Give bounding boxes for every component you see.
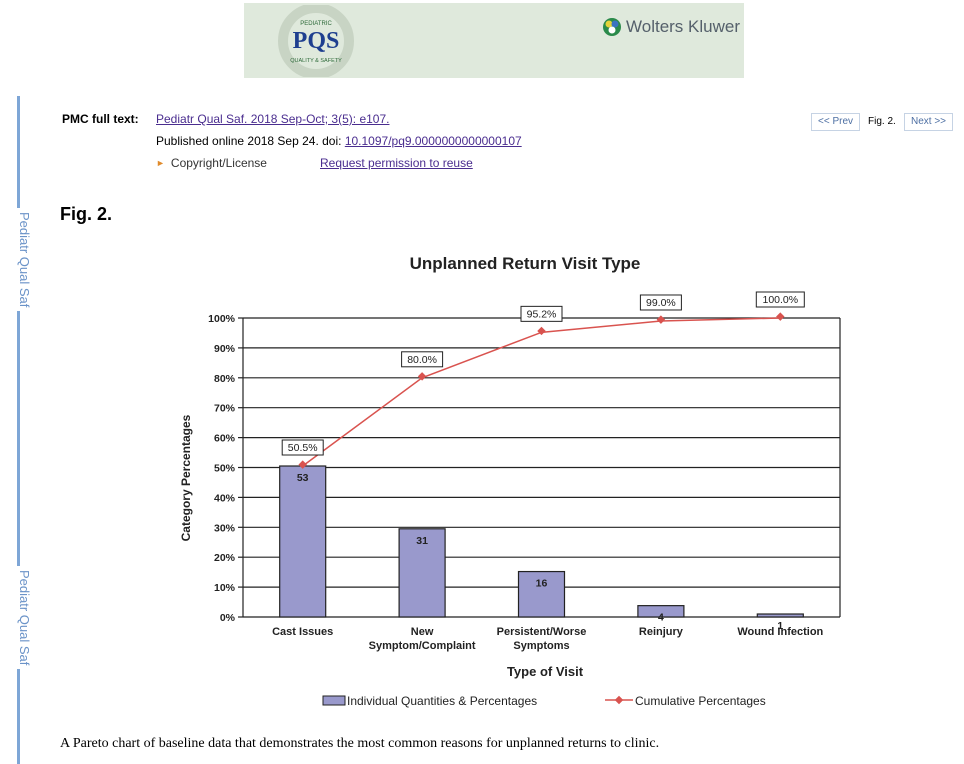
legend-bar-label: Individual Quantities & Percentages <box>347 694 537 708</box>
legend-line-label: Cumulative Percentages <box>635 694 766 708</box>
journal-side-label[interactable]: Pediatr Qual Saf <box>2 566 32 670</box>
bar <box>279 465 327 618</box>
request-permission-link[interactable]: Request permission to reuse <box>320 156 473 170</box>
bar <box>637 605 685 618</box>
y-tick-label: 30% <box>214 522 236 534</box>
cumulative-label: 95.2% <box>527 308 557 320</box>
cumulative-point <box>417 372 427 381</box>
svg-text:QUALITY & SAFETY: QUALITY & SAFETY <box>290 58 342 64</box>
legend-bar-swatch <box>322 695 346 706</box>
y-tick-label: 10% <box>214 582 236 594</box>
pqs-logo: PEDIATRIC PQS QUALITY & SAFETY <box>278 5 354 77</box>
journal-banner[interactable]: PEDIATRIC PQS QUALITY & SAFETY Wolters K… <box>244 3 744 78</box>
cumulative-label-box <box>520 305 563 322</box>
y-tick-label: 70% <box>214 403 236 415</box>
legend-line-marker <box>614 695 624 705</box>
x-tick-label: Wound Infection <box>737 626 823 638</box>
prev-figure-button[interactable]: << Prev <box>811 113 861 131</box>
cumulative-label: 50.5% <box>288 442 318 454</box>
figure-number: Fig. 2. <box>868 116 896 127</box>
journal-side-bar <box>17 96 20 764</box>
next-figure-button[interactable]: Next >> <box>904 113 954 131</box>
cumulative-label-box <box>401 351 444 368</box>
x-tick-label: Persistent/Worse <box>497 626 587 638</box>
y-tick-label: 80% <box>214 373 236 385</box>
x-axis-title: Type of Visit <box>507 664 584 679</box>
bar <box>756 613 804 618</box>
cumulative-label-box <box>639 294 682 311</box>
publisher-logo: Wolters Kluwer <box>602 17 740 37</box>
doi-link[interactable]: 10.1097/pq9.0000000000000107 <box>344 134 522 148</box>
cumulative-point <box>776 312 785 321</box>
triangle-right-icon: ► <box>156 158 165 168</box>
y-axis-title: Category Percentages <box>179 414 193 541</box>
cumulative-point <box>298 460 307 469</box>
x-tick-label: Symptom/Complaint <box>369 640 476 652</box>
bar-count-label: 53 <box>297 472 309 484</box>
wolters-kluwer-icon <box>603 18 621 36</box>
cumulative-label-box <box>281 439 324 456</box>
y-tick-label: 60% <box>214 433 236 445</box>
y-tick-label: 20% <box>214 552 236 564</box>
cumulative-line <box>302 317 781 467</box>
cumulative-label-box <box>755 291 805 308</box>
y-tick-label: 50% <box>214 463 236 475</box>
svg-text:PQS: PQS <box>293 28 340 54</box>
y-tick-label: 0% <box>220 612 236 624</box>
chart-title: Unplanned Return Visit Type <box>410 254 641 273</box>
published-line: Published online 2018 Sep 24. doi: 10.10… <box>156 134 522 148</box>
bar-count-label: 16 <box>536 578 548 590</box>
cumulative-label: 99.0% <box>646 297 676 309</box>
bar-count-label: 1 <box>777 620 783 632</box>
y-tick-label: 90% <box>214 343 236 355</box>
copyright-toggle[interactable]: ► Copyright/License <box>156 156 267 170</box>
cumulative-point <box>656 315 666 324</box>
y-tick-label: 100% <box>208 313 236 325</box>
cumulative-point <box>537 326 546 336</box>
pmc-label: PMC full text: <box>62 112 139 126</box>
x-tick-label: Reinjury <box>639 626 684 638</box>
x-tick-label: Symptoms <box>513 640 569 652</box>
y-tick-label: 40% <box>214 492 236 504</box>
x-tick-label: New <box>411 626 434 638</box>
journal-side-label[interactable]: Pediatr Qual Saf <box>2 208 32 312</box>
figure-heading: Fig. 2. <box>60 204 113 224</box>
bar <box>398 528 446 618</box>
figure-caption: A Pareto chart of baseline data that dem… <box>60 736 660 751</box>
bar <box>517 570 566 618</box>
bar-count-label: 4 <box>658 612 664 624</box>
chart-legend: Individual Quantities & Percentages Cumul… <box>322 694 766 708</box>
cumulative-label: 100.0% <box>762 294 798 306</box>
x-tick-label: Cast Issues <box>272 626 333 638</box>
bar-count-label: 31 <box>416 535 428 547</box>
svg-text:PEDIATRIC: PEDIATRIC <box>300 21 332 27</box>
citation-link[interactable]: Pediatr Qual Saf. 2018 Sep-Oct; 3(5): e1… <box>156 112 390 126</box>
cumulative-label: 80.0% <box>407 354 437 366</box>
